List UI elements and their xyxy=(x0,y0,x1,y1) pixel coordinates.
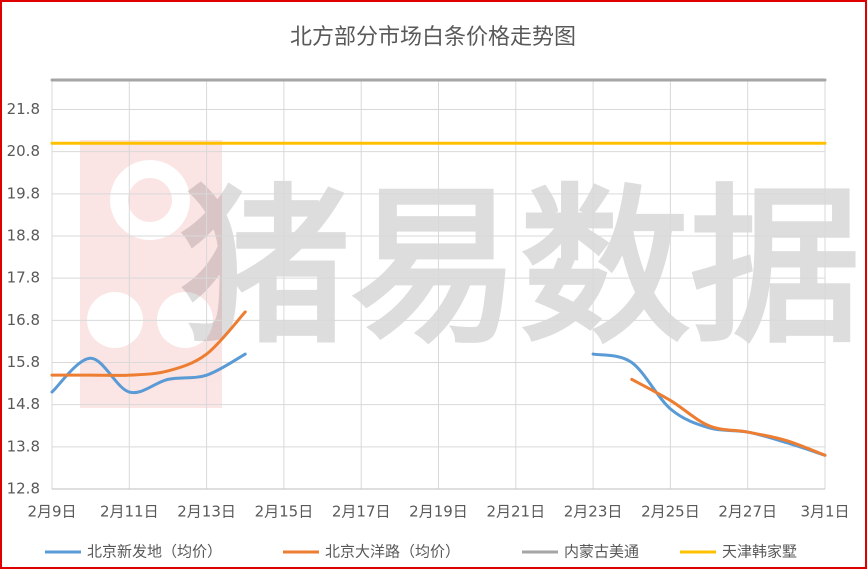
y-tick-label: 12.8 xyxy=(7,480,40,498)
x-tick-label: 2月13日 xyxy=(177,503,236,521)
x-tick-label: 2月27日 xyxy=(718,503,777,521)
x-tick-label: 2月17日 xyxy=(332,503,391,521)
x-tick-label: 2月25日 xyxy=(641,503,700,521)
chart-title: 北方部分市场白条价格走势图 xyxy=(290,25,576,50)
y-tick-label: 18.8 xyxy=(7,227,40,245)
y-tick-label: 14.8 xyxy=(7,395,40,413)
y-tick-label: 16.8 xyxy=(7,311,40,329)
y-tick-label: 15.8 xyxy=(7,353,40,371)
logo-block xyxy=(80,140,222,408)
x-tick-label: 2月23日 xyxy=(564,503,623,521)
logo-dot xyxy=(128,178,172,222)
legend: 北京新发地（均价） 北京大洋路（均价） 内蒙古美通 天津韩家墅 xyxy=(45,543,797,561)
y-tick-label: 17.8 xyxy=(7,269,40,287)
x-tick-label: 2月11日 xyxy=(100,503,159,521)
plot xyxy=(50,78,827,457)
series-line xyxy=(50,310,827,457)
y-tick-label: 20.8 xyxy=(7,142,40,160)
x-tick-label: 2月19日 xyxy=(409,503,468,521)
x-tick-label: 2月15日 xyxy=(255,503,314,521)
y-tick-label: 13.8 xyxy=(7,437,40,455)
y-tick-label: 19.8 xyxy=(7,184,40,202)
x-tick-label: 2月9日 xyxy=(27,503,76,521)
logo-ring xyxy=(110,160,190,240)
grid: 12.8 13.8 14.8 15.8 16.8 17.8 18.8 19.8 20.8 21.8… xyxy=(7,80,850,521)
x-tick-label: 3月1日 xyxy=(800,503,849,521)
legend-label: 北京大洋路（均价） xyxy=(325,543,460,561)
series-line xyxy=(50,352,827,457)
legend-label: 北京新发地（均价） xyxy=(87,543,222,561)
legend-label: 内蒙古美通 xyxy=(564,543,639,561)
legend-label: 天津韩家墅 xyxy=(722,543,797,561)
watermark: 猪易数据 xyxy=(180,169,860,367)
x-tick-label: 2月21日 xyxy=(486,503,545,521)
y-tick-label: 21.8 xyxy=(7,100,40,118)
